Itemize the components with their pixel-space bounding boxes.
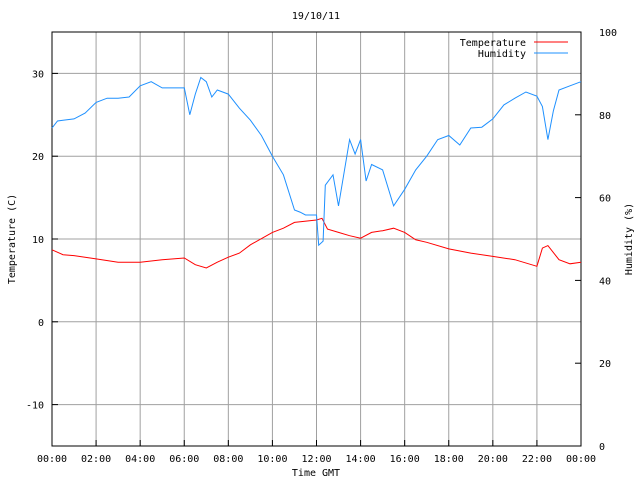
chart-title: 19/10/11 [292, 11, 340, 22]
y2-tick-label: 20 [599, 359, 611, 370]
x-tick-label: 12:00 [301, 454, 331, 465]
y-axis-left: 30 20 10 0 -10 [26, 69, 58, 412]
legend: Temperature Humidity [460, 38, 568, 60]
x-tick-label: 00:00 [566, 454, 596, 465]
x-tick-label: 08:00 [213, 454, 243, 465]
x-tick-label: 18:00 [434, 454, 464, 465]
x-tick-label: 16:00 [390, 454, 420, 465]
y2-tick-label: 40 [599, 276, 611, 287]
y-tick-label: 0 [38, 318, 44, 329]
legend-label-temperature: Temperature [460, 38, 526, 49]
y-axis-right: 100 80 60 40 20 0 [575, 28, 617, 453]
x-axis-label: Time GMT [292, 468, 340, 479]
y2-tick-label: 0 [599, 442, 605, 453]
y-tick-label: 10 [32, 235, 44, 246]
x-axis: 00:00 02:00 04:00 06:00 08:00 10:00 12:00 14:00… [37, 440, 596, 465]
x-tick-label: 22:00 [522, 454, 552, 465]
x-tick-label: 02:00 [81, 454, 111, 465]
x-tick-label: 10:00 [257, 454, 287, 465]
x-tick-label: 14:00 [346, 454, 376, 465]
x-tick-label: 00:00 [37, 454, 67, 465]
y2-tick-label: 100 [599, 28, 617, 39]
series-line-humidity [51, 76, 582, 247]
legend-label-humidity: Humidity [478, 49, 526, 60]
y2-tick-label: 60 [599, 194, 611, 205]
x-tick-label: 04:00 [125, 454, 155, 465]
y2-tick-label: 80 [599, 111, 611, 122]
grid [52, 32, 581, 446]
x-tick-label: 20:00 [478, 454, 508, 465]
series-line-temperature [51, 217, 582, 269]
y-tick-label: -10 [26, 401, 44, 412]
y-axis-label: Temperature (C) [7, 194, 18, 284]
y-tick-label: 20 [32, 152, 44, 163]
x-tick-label: 06:00 [169, 454, 199, 465]
series-lines [51, 76, 582, 269]
y-tick-label: 30 [32, 69, 44, 80]
y2-axis-label: Humidity (%) [624, 203, 635, 275]
